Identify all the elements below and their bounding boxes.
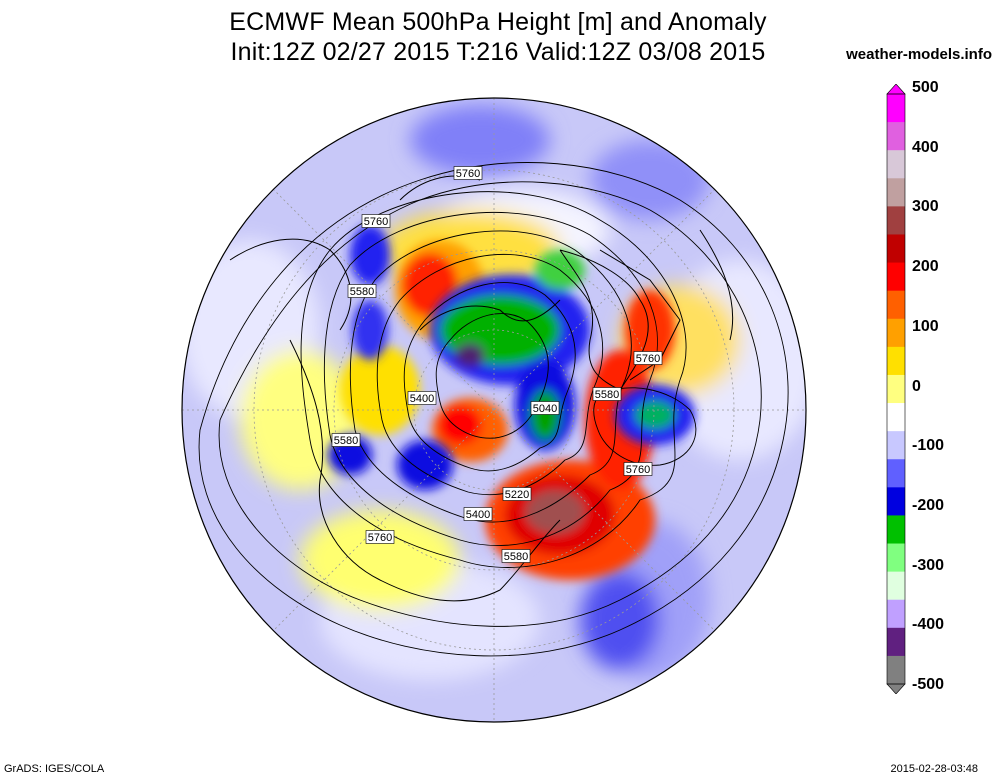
polar-stereographic-map: 5760 5760 5580 5400 5040 5580 5760 5580 5760 5220…	[181, 97, 807, 723]
colorbar-tick-label: -300	[912, 556, 945, 574]
contour-label: 5760	[453, 166, 483, 180]
colorbar-tick-label: 0	[912, 377, 921, 395]
colorbar-band	[887, 543, 905, 573]
contour-label-text: 5040	[533, 403, 557, 415]
colorbar-band	[887, 150, 905, 179]
colorbar-tick-label: -400	[912, 616, 945, 634]
contour-label-text: 5400	[466, 509, 490, 521]
colorbar-band	[887, 487, 905, 516]
coastlines	[229, 175, 734, 602]
colorbar-band	[887, 374, 905, 404]
contour-label: 5400	[407, 391, 437, 405]
colorbar-tick-label: 400	[912, 138, 939, 156]
contour-label: 5760	[365, 530, 395, 544]
contour-label-text: 5760	[636, 353, 660, 365]
contour-label-text: 5220	[505, 489, 529, 501]
contour-label-text: 5580	[350, 286, 374, 298]
height-contours	[198, 162, 789, 657]
colorbar-band	[887, 122, 905, 151]
colorbar-max-arrow	[886, 84, 906, 95]
colorbar-tick-label: 500	[912, 79, 939, 96]
contour-label: 5580	[331, 433, 361, 447]
contour-label: 5400	[463, 507, 493, 521]
contour-label: 5580	[347, 284, 377, 298]
contour-label: 5760	[361, 214, 391, 228]
colorbar-band	[887, 515, 905, 545]
contour-label-text: 5580	[334, 435, 358, 447]
colorbar-tick-label: -500	[912, 676, 945, 693]
colorbar-band	[887, 234, 905, 264]
contour-label: 5760	[633, 351, 663, 365]
colorbar-tick-label: -200	[912, 496, 945, 514]
graticule	[182, 98, 806, 722]
colorbar-tick-label: 100	[912, 317, 939, 335]
contour-label-text: 5580	[504, 551, 528, 563]
map-title: ECMWF Mean 500hPa Height [m] and Anomaly	[229, 8, 767, 36]
colorbar-band	[887, 290, 905, 320]
contour-label-text: 5760	[364, 216, 388, 228]
colorbar-band	[887, 94, 905, 123]
colorbar-band	[887, 431, 905, 460]
colorbar-band	[887, 403, 905, 432]
colorbar-band	[887, 346, 905, 376]
colorbar-tick-label: -100	[912, 437, 945, 455]
brand-label: weather-models.info	[846, 46, 992, 63]
map-subtitle: Init:12Z 02/27 2015 T:216 Valid:12Z 03/0…	[230, 38, 766, 66]
colorbar	[886, 84, 906, 694]
contour-label-text: 5580	[595, 389, 619, 401]
contour-label: 5580	[592, 387, 622, 401]
colorbar-band	[887, 206, 905, 235]
colorbar-band	[887, 459, 905, 488]
contour-label: 5220	[502, 487, 532, 501]
contour-label: 5760	[623, 462, 653, 476]
colorbar-band	[887, 627, 905, 657]
colorbar-min-arrow	[886, 683, 906, 694]
colorbar-band	[887, 599, 905, 629]
colorbar-band	[887, 178, 905, 207]
colorbar-tick-label: 200	[912, 258, 939, 276]
footer-credit: GrADS: IGES/COLA	[4, 763, 105, 775]
contour-labels: 5760 5760 5580 5400 5040 5580 5760 5580 5760 5220…	[331, 166, 663, 563]
colorbar-band	[887, 571, 905, 601]
globe-outline	[181, 97, 807, 723]
footer-timestamp: 2015-02-28-03:48	[890, 763, 978, 775]
colorbar-tick-label: 300	[912, 198, 939, 216]
contour-label: 5040	[530, 401, 560, 415]
contour-label-text: 5760	[626, 464, 650, 476]
colorbar-band	[887, 318, 905, 348]
colorbar-band	[887, 262, 905, 292]
contour-label-text: 5760	[368, 532, 392, 544]
colorbar-band	[887, 655, 905, 685]
contour-label-text: 5760	[456, 168, 480, 180]
contour-label-text: 5400	[410, 393, 434, 405]
contour-label: 5580	[501, 549, 531, 563]
